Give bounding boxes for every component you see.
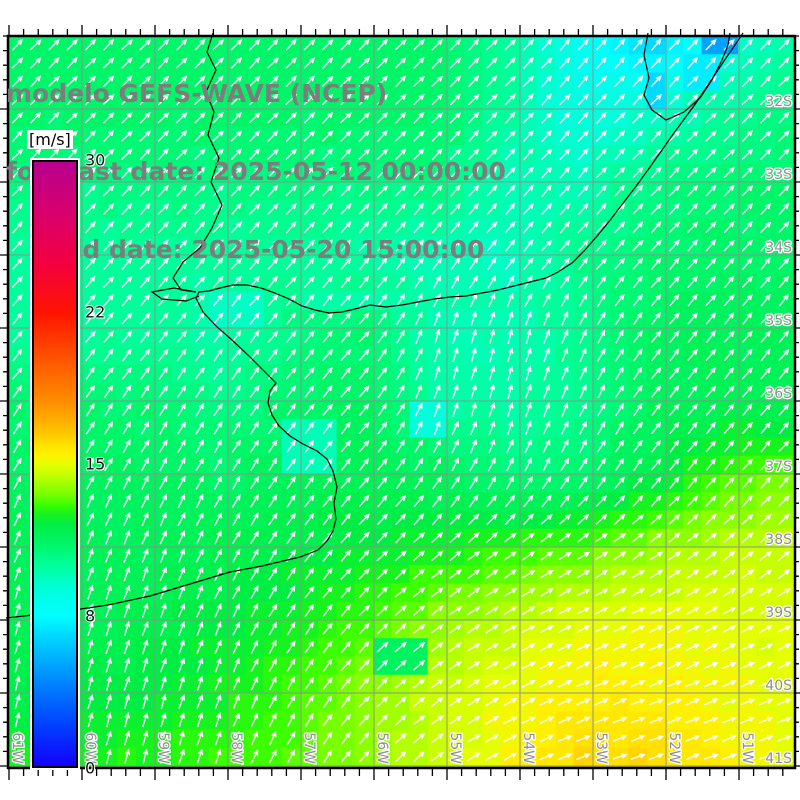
- lat-label: 35S: [765, 313, 792, 329]
- map-frame: [0, 25, 800, 780]
- lat-label: 36S: [765, 386, 792, 402]
- lat-label: 34S: [765, 240, 792, 256]
- lat-labels: 32S 33S 34S 35S 36S 37S 38S 39S 40S 41S: [764, 93, 793, 769]
- title-line-valid-date: valid date: 2025-05-20 15:00:00: [6, 235, 485, 264]
- colorbar-tick-0: 30: [85, 150, 106, 170]
- lagoon-shoreline: [643, 32, 731, 121]
- lon-label: 51W: [739, 732, 755, 764]
- coastline: [5, 32, 744, 619]
- title-line-forecast-date: forecast date: 2025-05-12 00:00:00: [6, 157, 506, 186]
- colorbar-unit-label: [m/s]: [27, 130, 73, 149]
- title-line-model: modelo GEFS-WAVE (NCEP): [6, 79, 388, 108]
- lon-label: 53W: [593, 732, 609, 764]
- lat-label: 41S: [765, 751, 792, 767]
- lat-label: 32S: [765, 94, 792, 110]
- colorbar-tick-1: 22: [85, 302, 106, 322]
- lon-label: 52W: [666, 732, 682, 764]
- lat-label: 39S: [765, 605, 792, 621]
- colorbar-tick-4: 0: [85, 758, 96, 778]
- wind-arrows: [11, 38, 792, 764]
- chart-title: modelo GEFS-WAVE (NCEP) forecast date: 2…: [6, 29, 506, 315]
- lon-label: 61W: [9, 732, 25, 764]
- delta-line: [150, 287, 200, 302]
- lat-label: 38S: [765, 532, 792, 548]
- lon-label: 57W: [301, 732, 317, 764]
- lon-label: 56W: [374, 732, 390, 764]
- lon-label: 60W: [82, 732, 98, 764]
- colorbar-gradient: [32, 160, 78, 768]
- lat-label: 40S: [765, 678, 792, 694]
- lat-label: 37S: [765, 459, 792, 475]
- lon-label: 58W: [228, 732, 244, 764]
- colorbar-tick-3: 8: [85, 606, 96, 626]
- main-coastline: [5, 32, 744, 619]
- colorbar-tick-2: 15: [85, 454, 106, 474]
- lon-label: 55W: [447, 732, 463, 764]
- lon-labels: 61W 60W 59W 58W 57W 56W 55W 54W 53W 52W 51W: [8, 731, 757, 765]
- river-line: [172, 32, 223, 293]
- lat-label: 33S: [765, 167, 792, 183]
- lon-label: 59W: [155, 732, 171, 764]
- lon-label: 54W: [520, 732, 536, 764]
